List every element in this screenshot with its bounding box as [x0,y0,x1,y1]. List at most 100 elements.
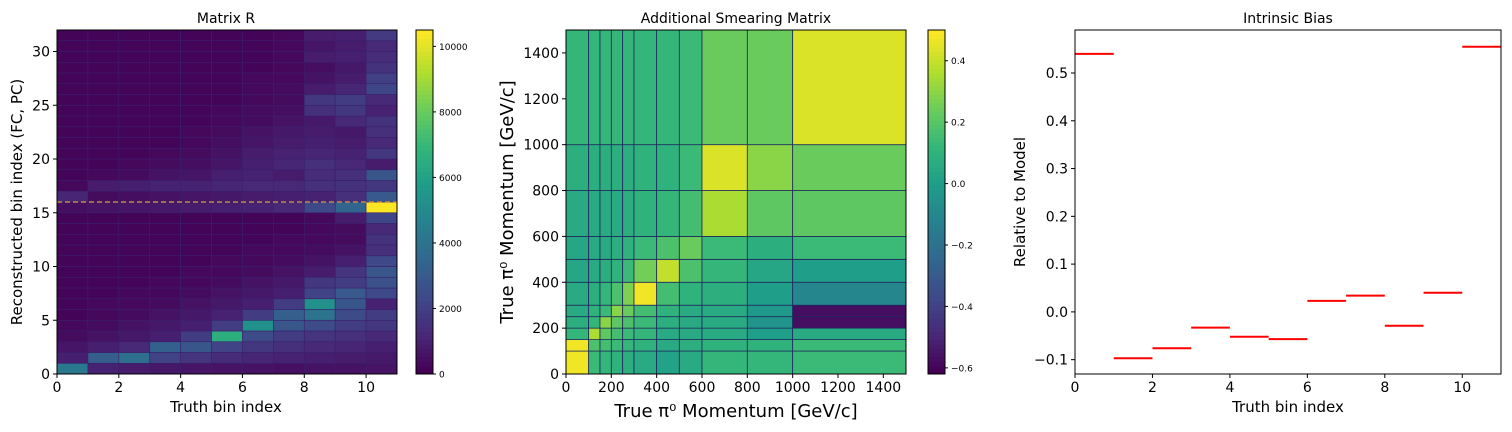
matrix-r-cell [56,29,89,42]
colorbar-segment [416,236,433,242]
matrix-r-cell [365,29,398,42]
colorbar-segment [928,124,945,130]
matrix-r-cell [211,223,243,235]
smearing-matrix-cell [599,258,612,283]
matrix-r-cell [242,83,274,95]
matrix-r-cell [56,180,89,192]
matrix-r-cell [118,72,151,85]
matrix-r-cell [303,169,336,181]
matrix-r-cell [87,115,120,128]
matrix-r-cell [303,341,336,353]
matrix-r-cell [211,147,243,160]
matrix-r-cell [365,362,398,375]
smearing-matrix-cell [792,258,907,283]
matrix-r-cell [273,94,305,106]
intrinsic-bias-panel: Intrinsic Bias 0 2 4 6 8 10 −0.1 0.0 0.1 0.2 0.3 0… [1011,11,1502,416]
matrix-r-cell [211,72,243,85]
matrix-r-cell [56,352,89,364]
smearing-matrix-panel: Additional Smearing Matrix 0 200 400 600 800… [497,11,973,422]
matrix-r-cell [365,94,398,106]
smearing-matrix-cell [588,258,601,283]
smearing-matrix-cell [565,304,590,318]
colorbar-tick-label: 8000 [439,108,462,118]
matrix-r-cell [242,51,274,63]
colorbar-segment [416,111,433,117]
colorbar-segment [928,292,945,298]
smearing-matrix-cell [678,350,703,375]
matrix-r-cell [149,212,181,224]
matrix-r-cell [118,190,151,203]
colorbar-segment [928,38,945,44]
colorbar-segment [928,322,945,328]
colorbar-segment [416,189,433,194]
matrix-r-cell [118,147,151,160]
colorbar-segment [928,197,945,203]
colorbar-segment [928,313,945,319]
matrix-r-cell [118,201,151,214]
smearing-matrix-cell [678,304,703,318]
matrix-r-cell [334,169,367,181]
colorbar-tick-label: 2000 [439,305,462,315]
colorbar-tick-label: −0.2 [951,242,973,252]
matrix-r-cell [211,29,243,42]
colorbar-segment [416,154,433,160]
smearing-matrix-cell [746,281,794,306]
matrix-r-cell [334,330,367,343]
matrix-r-cell [273,61,305,74]
smearing-matrix-cell [565,339,590,352]
matrix-r-cell [211,287,243,300]
matrix-r-cell [149,83,181,95]
colorbar-segment [928,90,945,95]
matrix-r-cell [303,104,336,117]
y-tick-label: 0.2 [1046,209,1068,225]
matrix-r-cell [180,51,212,63]
matrix-r-colorbar: 0 2000 4000 6000 8000 10000 [415,29,468,381]
matrix-r-cell [365,298,398,310]
smearing-matrix-cell [633,316,658,329]
colorbar-segment [416,249,433,255]
matrix-r-cell [56,330,89,343]
matrix-r-cell [334,180,367,192]
matrix-r-cell [149,137,181,149]
colorbar-tick-label: 0.2 [951,119,965,129]
matrix-r-cell [211,137,243,149]
colorbar-segment [416,309,433,315]
matrix-r-cell [365,319,398,332]
smearing-matrix-cell [610,327,624,340]
colorbar-segment [416,343,433,349]
colorbar-segment [416,257,433,263]
matrix-r-cell [334,352,367,364]
smearing-matrix-cell [599,316,612,329]
matrix-r-cell [56,158,89,171]
matrix-r-cell [56,341,89,353]
matrix-r-cell [334,83,367,95]
colorbar-segment [928,279,945,285]
matrix-r-cell [118,352,151,364]
smearing-matrix-cell [656,258,680,283]
colorbar-segment [416,206,433,212]
matrix-r-cell [303,266,336,278]
matrix-r-cell [87,83,120,95]
colorbar-segment [416,202,433,207]
matrix-r-cell [242,341,274,353]
matrix-r-cell [87,244,120,257]
colorbar-segment [928,77,945,83]
matrix-r-cell [118,126,151,138]
matrix-r-cell [334,40,367,52]
colorbar-segment [416,240,433,246]
smearing-matrix-cell [701,235,748,260]
colorbar-segment [416,34,433,40]
colorbar-segment [928,318,945,323]
colorbar-segment [416,98,433,104]
smearing-matrix-cell [656,339,680,352]
matrix-r-cell [87,352,120,364]
matrix-r-cell [56,190,89,203]
matrix-r-cells [56,29,398,375]
matrix-r-cell [118,83,151,95]
matrix-r-cell [149,40,181,52]
x-tick-label: 6 [238,380,247,396]
smearing-matrix-cell [792,235,907,260]
x-tick-label: 8 [300,380,309,396]
smearing-matrix-cell [588,327,601,340]
